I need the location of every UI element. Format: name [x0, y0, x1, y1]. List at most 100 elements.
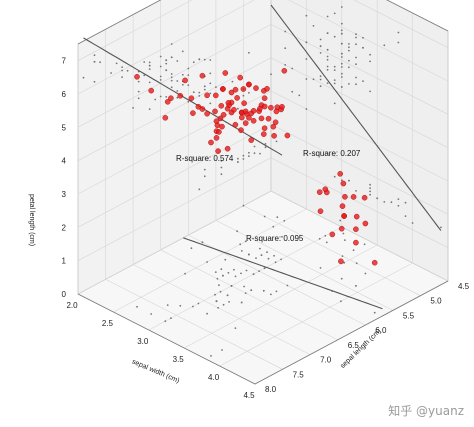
- data-point: [217, 115, 224, 122]
- projection-point-yz: [93, 54, 96, 57]
- projection-point-yz: [209, 102, 212, 105]
- projection-point-yz: [192, 61, 195, 64]
- projection-point-xy: [215, 300, 218, 303]
- y-tick-label: 6.5: [348, 341, 360, 350]
- projection-point-xy: [259, 247, 261, 250]
- projection-point-yz: [121, 69, 123, 72]
- projection-point-xy: [272, 225, 275, 228]
- z-tick-label: 5: [62, 123, 67, 132]
- data-point: [228, 89, 235, 96]
- projection-point-xz: [348, 59, 350, 62]
- projection-point-xy: [355, 285, 357, 287]
- data-point: [268, 104, 274, 111]
- data-point: [177, 93, 184, 99]
- projection-point-xy: [324, 234, 327, 237]
- projection-point-xz: [305, 14, 308, 17]
- projection-point-xy: [318, 237, 321, 240]
- projection-point-xz: [326, 15, 329, 18]
- projection-point-xz: [369, 90, 371, 93]
- projection-point-xz: [369, 187, 371, 190]
- z-tick-label: 6: [62, 90, 67, 99]
- projection-point-yz: [259, 152, 261, 155]
- projection-point-yz: [209, 59, 212, 61]
- projection-point-xz: [340, 76, 343, 78]
- projection-point-xy: [218, 284, 220, 287]
- data-point: [281, 68, 288, 74]
- projection-point-yz: [170, 86, 173, 89]
- projection-point-yz: [159, 75, 162, 78]
- projection-point-xy: [240, 272, 242, 275]
- projection-point-yz: [159, 79, 162, 81]
- data-point: [322, 186, 329, 192]
- data-point: [353, 226, 359, 232]
- data-point: [168, 95, 174, 101]
- projection-point-yz: [248, 51, 250, 54]
- projection-point-xy: [275, 290, 278, 293]
- projection-point-yz: [170, 73, 173, 75]
- projection-point-xy: [339, 219, 342, 222]
- projection-point-yz: [220, 173, 223, 176]
- projection-point-xy: [340, 277, 343, 280]
- axis-panes: [77, 0, 449, 385]
- projection-point-xz: [333, 102, 336, 105]
- projection-point-xy: [262, 289, 265, 292]
- projection-point-yz: [159, 65, 162, 68]
- data-point: [253, 85, 259, 91]
- projection-point-yz: [248, 151, 250, 154]
- projection-point-xz: [362, 80, 364, 82]
- data-point: [260, 131, 267, 137]
- projection-point-xy: [214, 271, 217, 273]
- projection-point-xy: [201, 241, 204, 244]
- projection-point-xz: [355, 190, 357, 192]
- projection-point-xy: [166, 304, 169, 306]
- projection-point-yz: [203, 85, 206, 88]
- annotation-r-square-1: R-square: 0.574: [176, 154, 234, 163]
- projection-point-yz: [209, 72, 212, 75]
- projection-point-xz: [369, 60, 371, 63]
- projection-point-xz: [340, 42, 343, 45]
- projection-point-yz: [220, 166, 223, 169]
- projection-point-xz: [340, 62, 343, 65]
- projection-point-xz: [340, 179, 343, 182]
- projection-point-xz: [319, 85, 322, 88]
- projection-point-yz: [231, 80, 234, 83]
- projection-point-xy: [260, 254, 263, 256]
- data-point: [270, 123, 277, 130]
- data-point: [258, 115, 265, 122]
- projection-point-xy: [266, 251, 268, 254]
- data-point: [338, 225, 345, 232]
- projection-point-yz: [110, 72, 112, 74]
- data-point: [248, 137, 254, 143]
- projection-point-yz: [137, 90, 140, 93]
- projection-point-yz: [132, 107, 135, 109]
- projection-point-xy: [190, 247, 193, 250]
- x-tick-label: 2.0: [66, 301, 78, 310]
- projection-point-xz: [383, 44, 386, 47]
- projection-point-yz: [253, 152, 256, 155]
- projection-point-yz: [181, 73, 184, 76]
- projection-point-xy: [352, 249, 355, 252]
- projection-point-xz: [305, 108, 308, 110]
- data-point: [148, 87, 154, 94]
- projection-point-yz: [209, 92, 212, 95]
- z-tick-label: 4: [62, 157, 67, 166]
- watermark: 知乎 @yuanz: [388, 404, 464, 418]
- data-point: [241, 100, 247, 106]
- data-point: [232, 86, 239, 93]
- projection-point-xy: [263, 215, 266, 218]
- projection-point-xy: [206, 261, 209, 263]
- projection-point-xy: [219, 290, 222, 293]
- projection-point-xy: [227, 271, 230, 274]
- projection-point-xz: [340, 52, 343, 55]
- data-point: [272, 119, 279, 126]
- projection-point-yz: [126, 69, 129, 72]
- projection-point-xz: [312, 25, 315, 27]
- projection-point-xz: [305, 78, 308, 80]
- projection-point-xy: [244, 292, 247, 294]
- projection-point-xy: [273, 254, 275, 257]
- data-point: [242, 120, 249, 126]
- projection-point-yz: [121, 66, 123, 68]
- projection-point-xy: [364, 272, 367, 275]
- projection-point-xy: [274, 261, 277, 264]
- projection-point-yz: [275, 140, 278, 143]
